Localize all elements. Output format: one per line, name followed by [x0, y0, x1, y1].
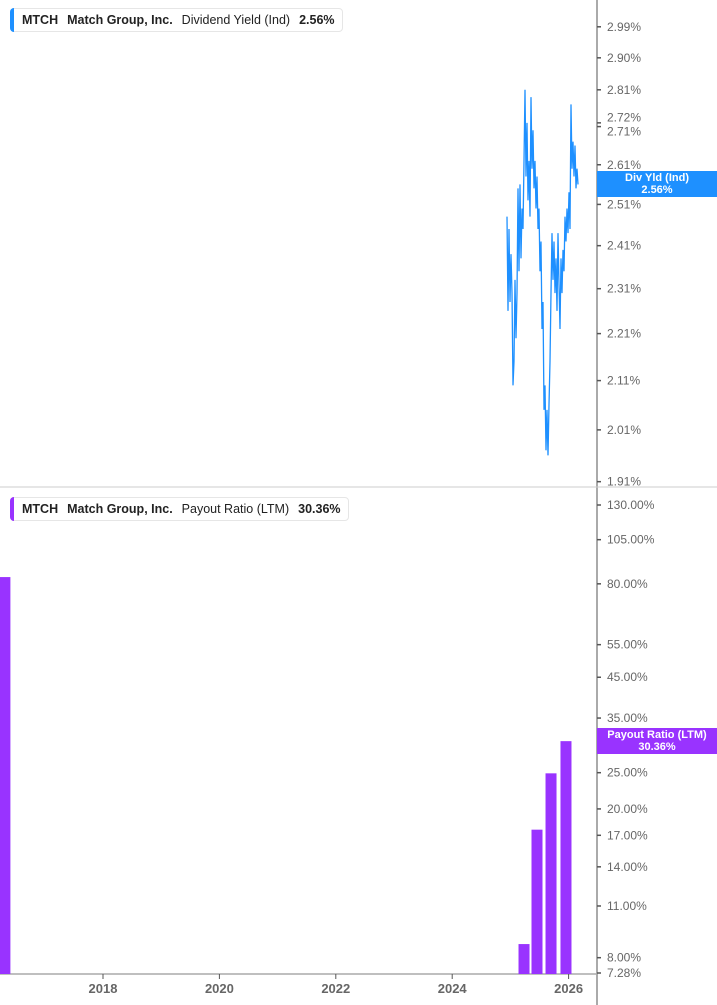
yield-y-tick-label: 2.51%	[607, 197, 641, 211]
yield-y-tick-label: 2.41%	[607, 239, 641, 253]
legend-company: Match Group, Inc.	[67, 13, 173, 27]
yield-y-tick-label: 2.72%	[607, 111, 641, 125]
yield-y-tick-label: 2.31%	[607, 282, 641, 296]
x-tick-label: 2020	[205, 981, 234, 996]
payout-y-tick-label: 105.00%	[607, 533, 655, 547]
yield-line	[506, 89, 579, 456]
payout-bar	[0, 577, 11, 974]
payout-bar	[531, 829, 543, 974]
legend-ticker: MTCH	[22, 502, 59, 516]
yield-y-tick-label: 2.81%	[607, 83, 641, 97]
x-tick-label: 2022	[321, 981, 350, 996]
payout-y-tick-label: 80.00%	[607, 577, 648, 591]
tag-label: Div Yld (Ind)	[625, 172, 689, 185]
yield-y-tick-label: 2.71%	[607, 125, 641, 139]
tag-label: Payout Ratio (LTM)	[607, 729, 707, 742]
yield-y-tick-label: 2.61%	[607, 158, 641, 172]
payout-y-tick-label: 11.00%	[607, 899, 647, 913]
yield-y-tick-label: 2.90%	[607, 51, 641, 65]
tag-value: 2.56%	[641, 184, 673, 197]
legend-ticker: MTCH	[22, 13, 59, 27]
yield-current-tag: Div Yld (Ind) 2.56%	[597, 171, 717, 198]
legend-metric: Dividend Yield (Ind)	[181, 13, 291, 27]
legend-company: Match Group, Inc.	[67, 502, 173, 516]
payout-y-tick-label: 130.00%	[607, 498, 655, 512]
x-tick-label: 2024	[438, 981, 468, 996]
x-tick-label: 2018	[89, 981, 118, 996]
payout-bar	[518, 944, 530, 974]
legend-value: 30.36%	[298, 502, 341, 516]
payout-y-tick-label: 35.00%	[607, 711, 648, 725]
payout-legend: MTCH Match Group, Inc. Payout Ratio (LTM…	[10, 497, 349, 521]
yield-y-tick-label: 2.21%	[607, 327, 641, 341]
payout-bar	[560, 741, 572, 974]
legend-value: 2.56%	[299, 13, 335, 27]
yield-y-tick-label: 1.91%	[607, 475, 641, 489]
payout-y-tick-label: 55.00%	[607, 638, 648, 652]
payout-y-tick-label: 8.00%	[607, 951, 641, 965]
payout-y-tick-label: 7.28%	[607, 966, 641, 980]
yield-legend: MTCH Match Group, Inc. Dividend Yield (I…	[10, 8, 343, 32]
payout-bar	[545, 773, 557, 974]
x-tick-label: 2026	[554, 981, 583, 996]
payout-y-tick-label: 14.00%	[607, 860, 648, 874]
payout-y-tick-label: 20.00%	[607, 802, 648, 816]
yield-y-tick-label: 2.01%	[607, 423, 641, 437]
payout-y-tick-label: 45.00%	[607, 670, 648, 684]
payout-y-tick-label: 17.00%	[607, 828, 648, 842]
yield-legend-swatch	[10, 8, 14, 32]
payout-legend-swatch	[10, 497, 14, 521]
tag-value: 30.36%	[638, 741, 676, 754]
payout-current-tag: Payout Ratio (LTM) 30.36%	[597, 728, 717, 755]
payout-y-tick-label: 25.00%	[607, 766, 648, 780]
yield-y-tick-label: 2.99%	[607, 20, 641, 34]
yield-y-tick-label: 2.11%	[607, 374, 640, 388]
legend-metric: Payout Ratio (LTM)	[181, 502, 290, 516]
